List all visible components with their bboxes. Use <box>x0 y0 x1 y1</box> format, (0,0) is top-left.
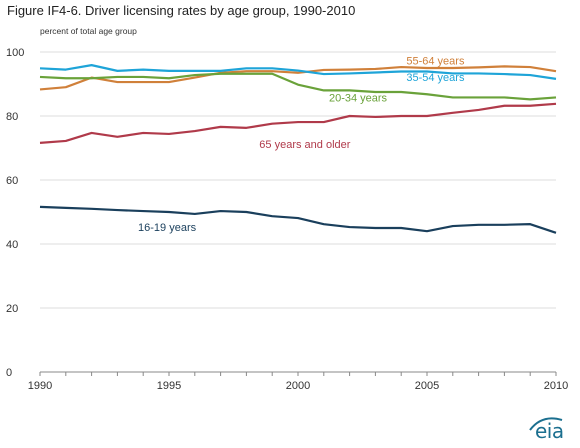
y-tick-label: 20 <box>6 303 18 315</box>
series-labels: 55-64 years 35-54 years 20-34 years 65 year… <box>138 55 465 234</box>
eia-logo: eia <box>535 419 564 443</box>
series-label-0: 55-64 years <box>406 55 465 67</box>
series-label-1: 35-54 years <box>406 72 465 84</box>
x-tick-label: 2010 <box>544 380 568 392</box>
series-label-3: 65 years and older <box>259 139 350 151</box>
y-tick-label: 80 <box>6 111 18 123</box>
y-tick-label: 100 <box>6 47 24 59</box>
x-tick-label: 2000 <box>286 380 310 392</box>
series-line-4 <box>39 205 557 234</box>
series-label-2: 20-34 years <box>329 92 388 104</box>
series-line-3 <box>39 102 557 144</box>
gridlines <box>40 51 556 373</box>
x-tick-label: 1995 <box>157 380 181 392</box>
axis-ticks: 0 20 40 60 80 100 1990 1995 2000 2005 2010 <box>6 47 568 392</box>
series-line-0 <box>39 65 557 91</box>
y-tick-label: 0 <box>6 367 12 379</box>
eia-logo-arc-icon <box>529 417 563 431</box>
series-lines <box>39 64 557 234</box>
y-axis-unit-label: percent of total age group <box>40 26 137 36</box>
x-tick-label: 2005 <box>415 380 439 392</box>
series-line-2 <box>39 72 557 101</box>
chart-title: Figure IF4-6. Driver licensing rates by … <box>7 3 356 18</box>
x-tick-label: 1990 <box>28 380 52 392</box>
series-label-4: 16-19 years <box>138 222 197 234</box>
y-tick-label: 40 <box>6 239 18 251</box>
series-line-1 <box>39 64 557 80</box>
y-tick-label: 60 <box>6 175 18 187</box>
